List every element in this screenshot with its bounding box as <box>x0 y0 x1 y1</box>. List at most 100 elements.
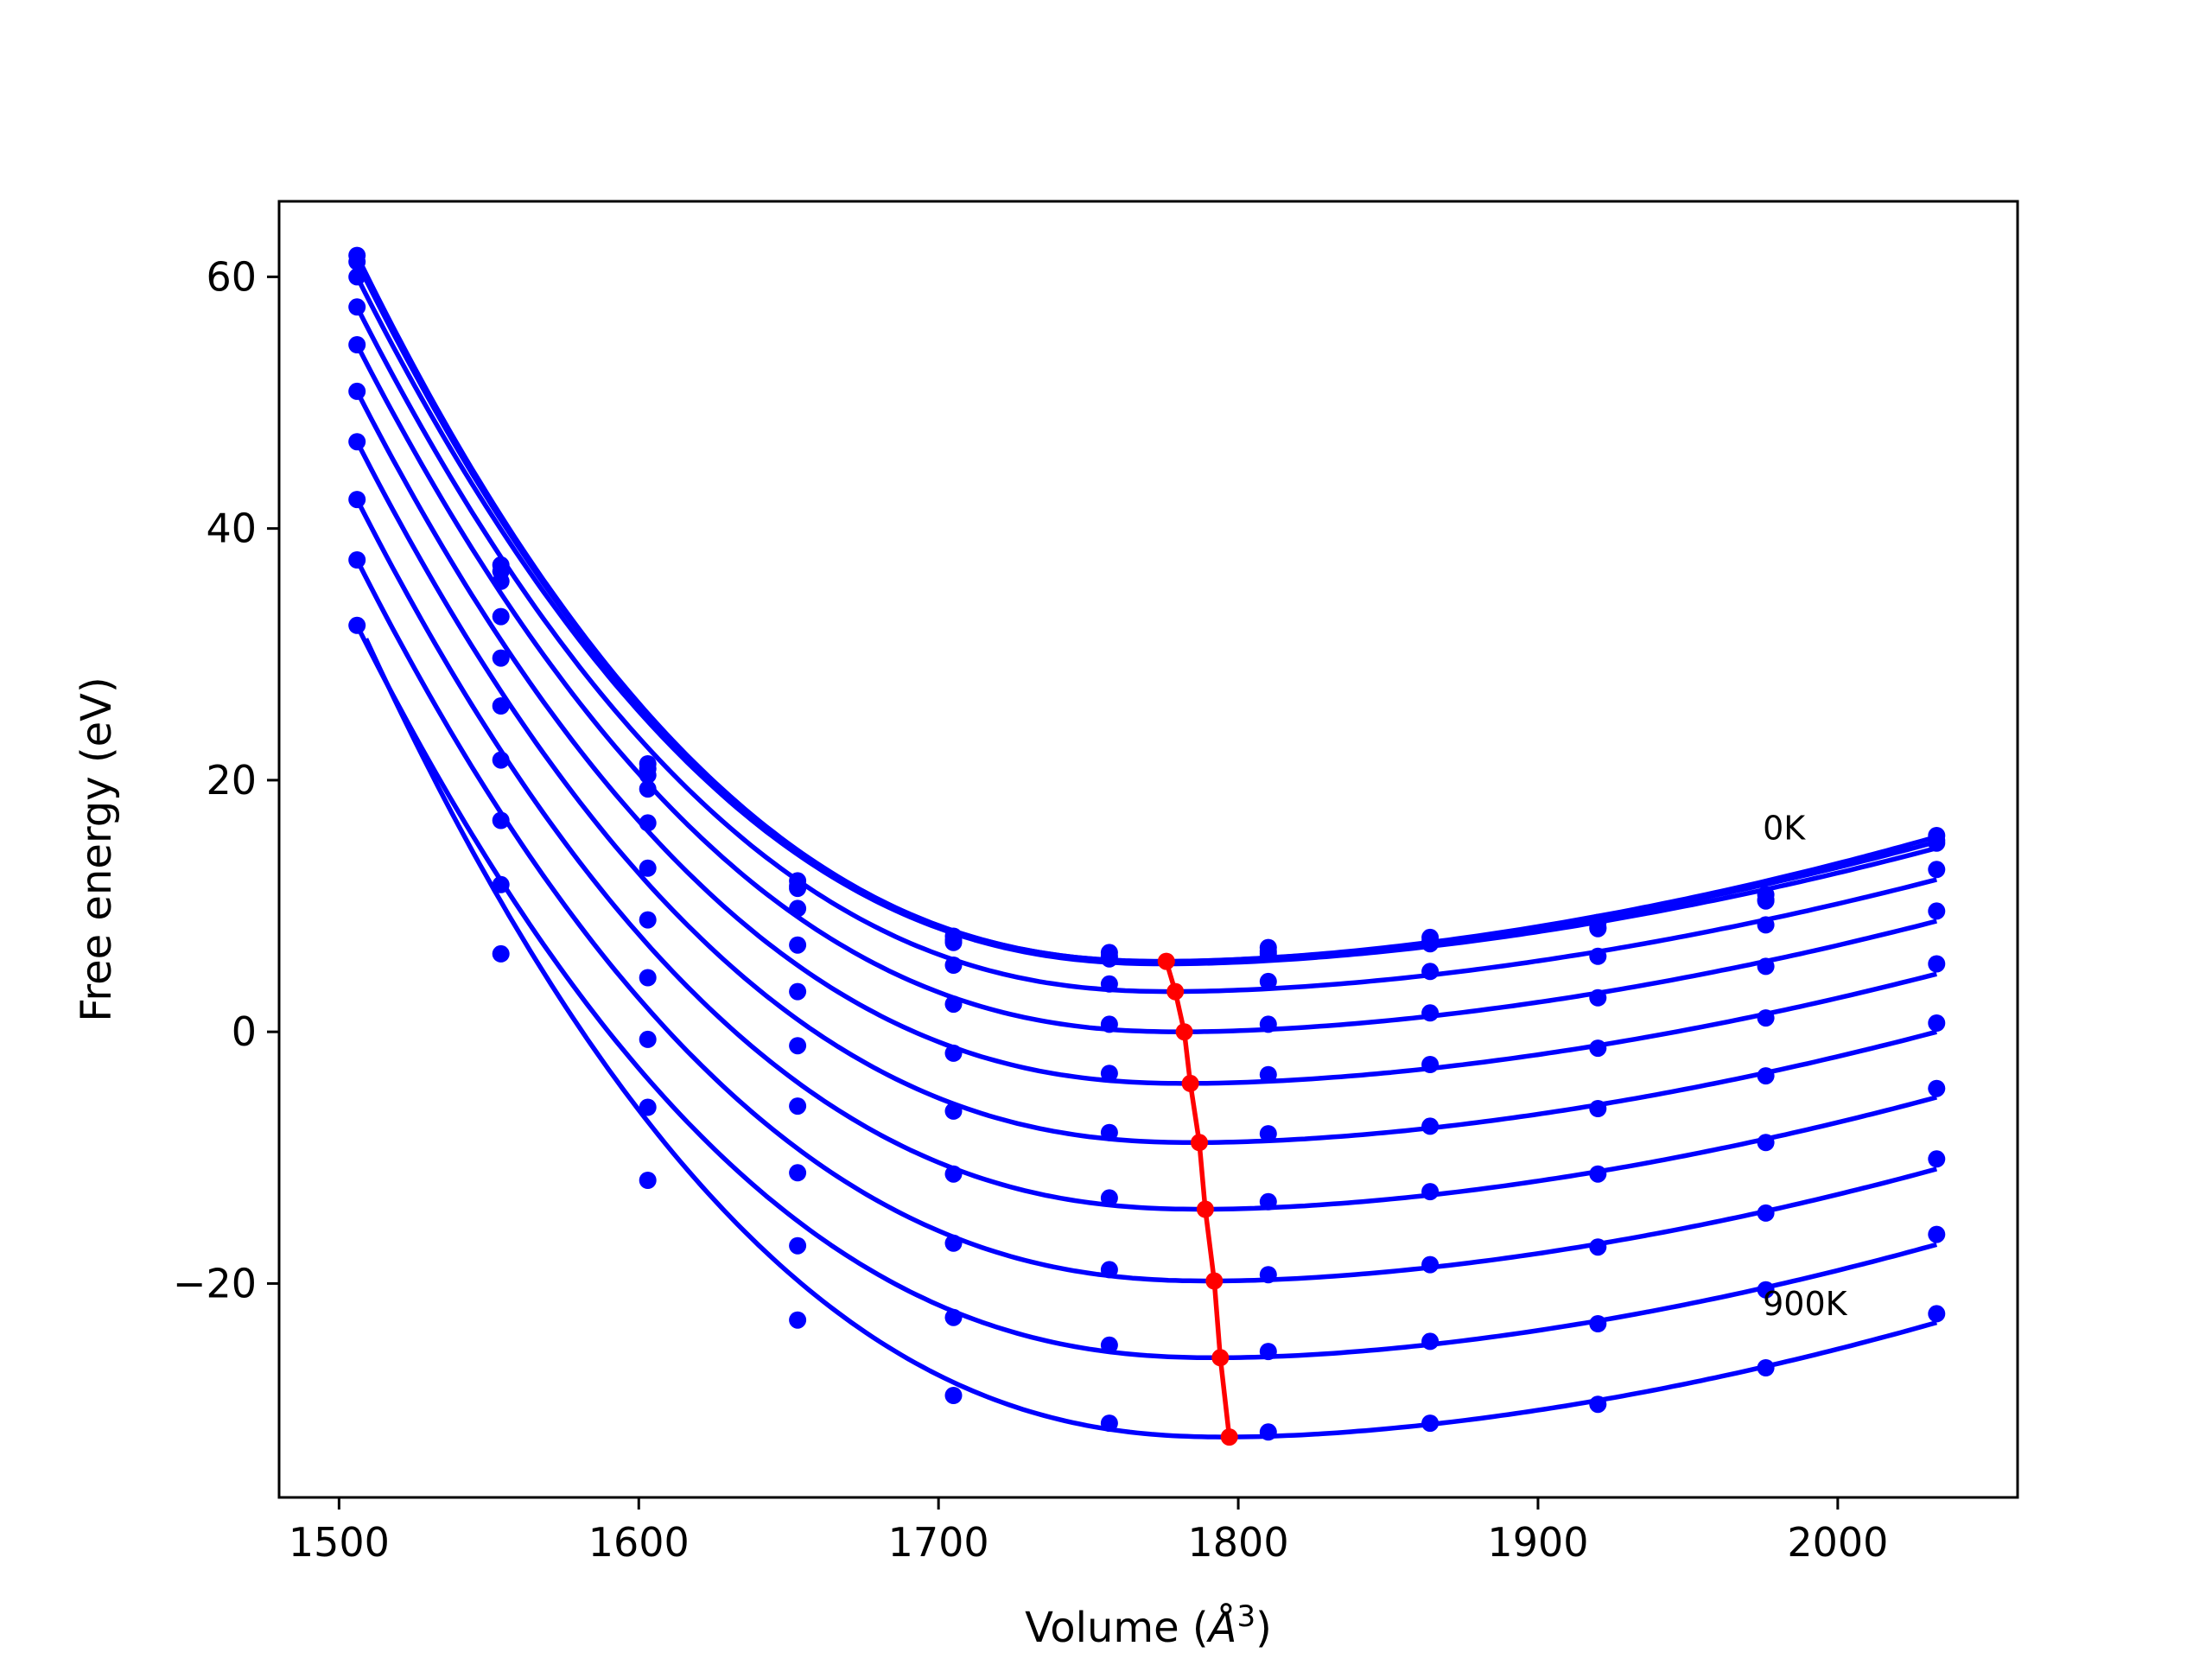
data-point-4-1 <box>492 649 510 667</box>
data-point-6-10 <box>1928 1014 1946 1032</box>
minimum-point-3 <box>1181 1074 1199 1092</box>
data-point-7-9 <box>1757 1134 1775 1152</box>
data-point-3-7 <box>1421 963 1440 981</box>
plot-frame <box>277 200 2019 1499</box>
fit-curve-9 <box>354 624 1938 1361</box>
data-point-7-8 <box>1589 1165 1607 1183</box>
data-point-5-2 <box>639 859 657 877</box>
minimum-point-7 <box>1211 1349 1230 1367</box>
data-point-2-7 <box>1421 935 1440 953</box>
data-point-5-5 <box>1100 1065 1118 1083</box>
data-point-4-4 <box>944 995 963 1014</box>
data-point-2-5 <box>1100 950 1118 968</box>
data-point-4-3 <box>789 936 807 954</box>
minimum-point-4 <box>1191 1134 1208 1152</box>
data-point-8-5 <box>1100 1261 1118 1279</box>
data-point-7-1 <box>492 811 510 830</box>
data-point-6-2 <box>639 911 657 929</box>
data-point-9-10 <box>1928 1225 1946 1243</box>
data-point-6-1 <box>492 751 510 769</box>
minimum-point-8 <box>1220 1428 1238 1446</box>
data-point-8-10 <box>1928 1150 1946 1168</box>
minimum-point-6 <box>1205 1272 1224 1290</box>
x-axis-label-symbol: Å <box>1206 1603 1237 1652</box>
data-point-5-10 <box>1928 955 1946 973</box>
fit-curve-3 <box>354 306 1937 995</box>
data-point-6-7 <box>1421 1117 1440 1135</box>
data-point-3-8 <box>1589 947 1607 965</box>
data-point-5-1 <box>492 697 510 715</box>
data-point-2-2 <box>639 766 657 785</box>
data-point-10-7 <box>1421 1414 1440 1433</box>
y-axis-label: Free energy (eV) <box>73 677 121 1021</box>
points-layer <box>348 246 1946 1441</box>
data-point-5-6 <box>1259 1065 1277 1084</box>
x-tick-label-5: 2000 <box>1787 1519 1888 1566</box>
y-tick-label-0: −20 <box>173 1260 257 1306</box>
data-point-9-4 <box>944 1308 963 1326</box>
data-point-2-8 <box>1589 919 1607 938</box>
data-point-3-2 <box>639 780 657 798</box>
series-layer <box>354 254 1938 1440</box>
fit-curve-4 <box>354 343 1937 1034</box>
data-point-5-4 <box>944 1044 963 1062</box>
x-tick-label-4: 1900 <box>1487 1519 1588 1566</box>
data-point-3-4 <box>944 957 963 974</box>
data-point-8-4 <box>944 1234 963 1252</box>
data-point-3-5 <box>1100 975 1118 993</box>
data-point-2-0 <box>348 268 366 286</box>
data-point-4-0 <box>348 336 366 353</box>
data-point-10-9 <box>1757 1359 1775 1376</box>
y-tick-label-4: 60 <box>206 253 257 300</box>
data-point-3-6 <box>1259 972 1277 990</box>
data-point-2-10 <box>1928 834 1946 852</box>
data-point-8-2 <box>639 1030 657 1048</box>
data-point-3-3 <box>789 899 807 918</box>
data-point-10-8 <box>1589 1395 1607 1414</box>
data-point-8-1 <box>492 875 510 893</box>
data-point-7-7 <box>1421 1183 1440 1201</box>
minimum-point-5 <box>1196 1200 1214 1218</box>
data-point-2-4 <box>944 933 963 951</box>
data-point-8-8 <box>1589 1238 1607 1256</box>
x-axis-label-text: Volume ( <box>1025 1604 1209 1652</box>
y-axis-ticks: −20 0 20 40 60 <box>173 253 279 1306</box>
data-point-8-6 <box>1259 1266 1277 1284</box>
data-point-10-10 <box>1928 1305 1946 1323</box>
data-point-9-8 <box>1589 1315 1607 1332</box>
data-point-9-9 <box>1757 1281 1775 1299</box>
data-point-5-9 <box>1757 1009 1775 1027</box>
data-point-2-9 <box>1757 892 1775 910</box>
data-point-2-6 <box>1259 944 1277 963</box>
data-point-4-9 <box>1757 957 1775 976</box>
data-point-6-5 <box>1100 1123 1118 1141</box>
data-point-10-6 <box>1259 1423 1277 1441</box>
data-point-7-3 <box>789 1097 807 1116</box>
data-point-10-2 <box>639 1172 657 1189</box>
data-point-9-5 <box>1100 1336 1118 1354</box>
data-point-2-3 <box>789 880 807 898</box>
data-point-4-2 <box>639 814 657 832</box>
minimum-point-1 <box>1166 982 1185 1001</box>
data-point-4-5 <box>1100 1015 1118 1033</box>
data-point-6-0 <box>348 433 366 451</box>
data-point-6-3 <box>789 1037 807 1055</box>
data-point-9-6 <box>1259 1343 1277 1361</box>
fit-curve-7 <box>354 498 1938 1212</box>
data-point-8-7 <box>1421 1255 1440 1274</box>
y-tick-label-2: 20 <box>206 757 257 804</box>
data-point-7-10 <box>1928 1079 1946 1097</box>
x-tick-label-0: 1500 <box>289 1519 390 1566</box>
data-point-7-2 <box>639 969 657 987</box>
x-axis-label-close: ) <box>1255 1604 1272 1652</box>
annotation-1: 900K <box>1763 1285 1848 1323</box>
data-point-10-5 <box>1100 1414 1118 1433</box>
data-point-6-4 <box>944 1102 963 1120</box>
x-axis-ticks: 1500 1600 1700 1800 1900 2000 <box>289 1497 1888 1566</box>
fit-curve-1 <box>354 260 1938 964</box>
data-point-1-0 <box>348 252 366 270</box>
data-point-6-6 <box>1259 1125 1277 1143</box>
fit-curve-5 <box>354 390 1937 1086</box>
data-point-7-0 <box>348 491 366 509</box>
